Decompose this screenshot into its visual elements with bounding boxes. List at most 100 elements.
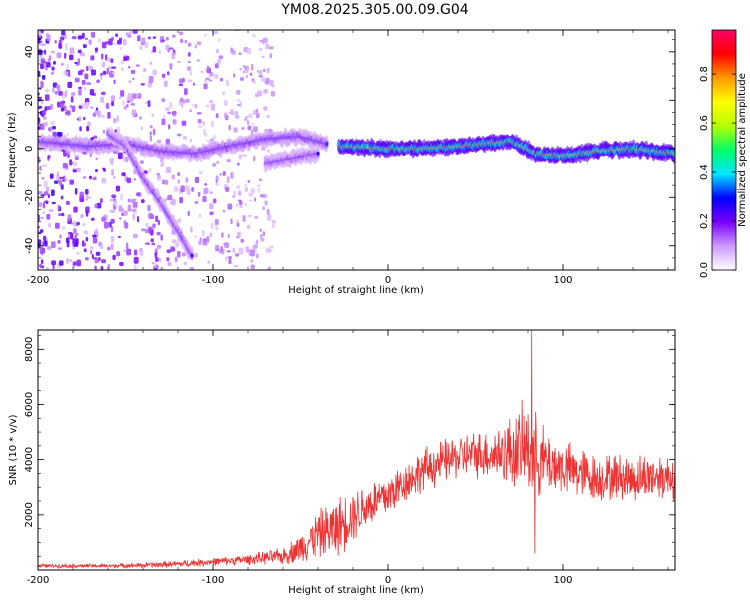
spectrogram-speckle — [167, 261, 172, 267]
spectrogram-speckle — [156, 244, 162, 249]
spectrogram-speckle — [123, 38, 127, 46]
spectrogram-speckle — [198, 171, 203, 175]
spectrogram-speckle — [100, 96, 105, 103]
spectrogram-speckle — [67, 81, 73, 88]
y-tick-label: 40 — [24, 45, 35, 58]
spectrogram-speckle — [206, 65, 210, 70]
spectrogram-speckle — [132, 93, 137, 99]
spectrogram-speckle — [192, 104, 197, 107]
spectrogram-speckle — [271, 220, 276, 224]
spectrogram-speckle — [271, 223, 275, 229]
spectrogram-speckle — [101, 61, 106, 68]
spectrogram-speckle — [178, 78, 183, 84]
spectrogram-speckle — [94, 203, 98, 209]
spectrogram-speckle — [70, 161, 73, 165]
spectrogram-speckle — [231, 50, 236, 55]
spectrogram-speckle — [125, 242, 129, 250]
spectrogram-speckle — [41, 176, 45, 180]
spectrogram-speckle — [123, 105, 128, 110]
spectrogram-speckle — [38, 191, 43, 195]
spectrogram-speckle — [47, 155, 50, 161]
spectrogram-speckle — [90, 249, 93, 255]
spectrogram-speckle — [214, 219, 219, 226]
spectrogram-speckle — [86, 125, 90, 132]
spectrogram-speckle — [149, 131, 152, 135]
spectrogram-speckle — [182, 135, 187, 140]
spectrogram-speckle — [171, 34, 176, 38]
spectrogram-speckle — [94, 168, 98, 173]
spectrogram-speckle — [247, 125, 252, 131]
spectrogram-speckle — [155, 215, 159, 223]
colorbar-tick-label: 0.2 — [699, 213, 710, 229]
spectrogram-speckle — [194, 201, 199, 204]
spectrogram-speckle — [94, 51, 98, 54]
spectrogram-speckle — [254, 197, 257, 202]
spectrogram-speckle — [44, 49, 47, 55]
spectrogram-speckle — [202, 196, 207, 203]
spectrogram-speckle — [252, 126, 258, 133]
spectrogram-speckle — [187, 42, 192, 47]
spectrogram-speckle — [181, 252, 187, 257]
spectrogram-speckle — [51, 260, 56, 266]
spectrogram-speckle — [183, 261, 187, 266]
spectrogram-speckle — [152, 46, 157, 53]
spectrogram-speckle — [139, 46, 143, 50]
spectrogram-speckle — [247, 214, 252, 218]
spectrogram-speckle — [265, 43, 270, 50]
spectrogram-speckle — [71, 105, 76, 113]
spectrogram-speckle — [219, 77, 224, 82]
spectrogram-speckle — [151, 113, 155, 117]
spectrogram-speckle — [54, 222, 60, 229]
spectrogram-speckle — [141, 37, 146, 45]
spectrogram-speckle — [51, 126, 56, 130]
spectrogram-speckle — [94, 265, 97, 270]
spectrogram-speckle — [90, 55, 95, 61]
spectrogram-speckle — [152, 128, 156, 136]
spectrogram-speckle — [179, 196, 184, 204]
spectrogram-speckle — [205, 104, 210, 108]
spectrogram-speckle — [38, 118, 41, 124]
spectrogram-speckle — [233, 127, 238, 133]
spectrogram-speckle — [185, 185, 190, 191]
spectrogram-speckle — [245, 74, 248, 79]
spectrogram-speckle — [222, 209, 226, 213]
spectrogram-speckle — [45, 267, 49, 270]
spectrogram-speckle — [62, 179, 66, 182]
spectrogram-speckle — [222, 171, 226, 176]
spectrogram-speckle — [114, 203, 118, 207]
spectrogram-speckle — [72, 245, 75, 250]
spectrogram-speckle — [109, 158, 115, 164]
spectrogram-x-ticks: -200 -100 0 100 — [27, 30, 669, 286]
spectrogram-speckle — [143, 170, 148, 174]
spectrogram-speckle — [112, 176, 116, 179]
y-tick-label: 0 — [24, 146, 35, 152]
spectrogram-speckle — [63, 71, 69, 76]
spectrogram-speckle — [253, 155, 256, 162]
spectrogram-speckle — [77, 49, 82, 54]
spectrogram-speckle — [40, 63, 44, 70]
spectrogram-speckle — [145, 222, 149, 228]
snr-y-label: SNR (10 * v/v) — [8, 414, 19, 485]
spectrogram-speckle — [95, 107, 99, 111]
spectrogram-speckle — [211, 120, 214, 128]
spectrogram-speckle — [214, 63, 219, 69]
spectrogram-speckle — [126, 248, 132, 256]
spectrogram-speckle — [204, 133, 208, 137]
colorbar-tick-label: 0.0 — [699, 262, 710, 278]
spectrogram-speckle — [215, 182, 220, 186]
spectrogram-speckle — [219, 173, 222, 176]
spectrogram-speckle — [236, 90, 241, 95]
spectrogram-speckle — [180, 97, 184, 103]
spectrogram-speckle — [85, 257, 89, 261]
spectrogram-speckle — [58, 260, 64, 266]
spectrogram-speckle — [90, 31, 96, 38]
spectrogram-speckle — [65, 200, 70, 206]
spectrogram-speckle — [72, 161, 78, 167]
spectrogram-speckle — [90, 217, 95, 221]
spectrogram-speckle — [89, 246, 94, 250]
spectrogram-speckle — [52, 87, 55, 93]
spectrogram-speckle — [197, 118, 202, 124]
spectrogram-speckle — [264, 80, 270, 84]
spectrogram-speckle — [161, 98, 166, 102]
